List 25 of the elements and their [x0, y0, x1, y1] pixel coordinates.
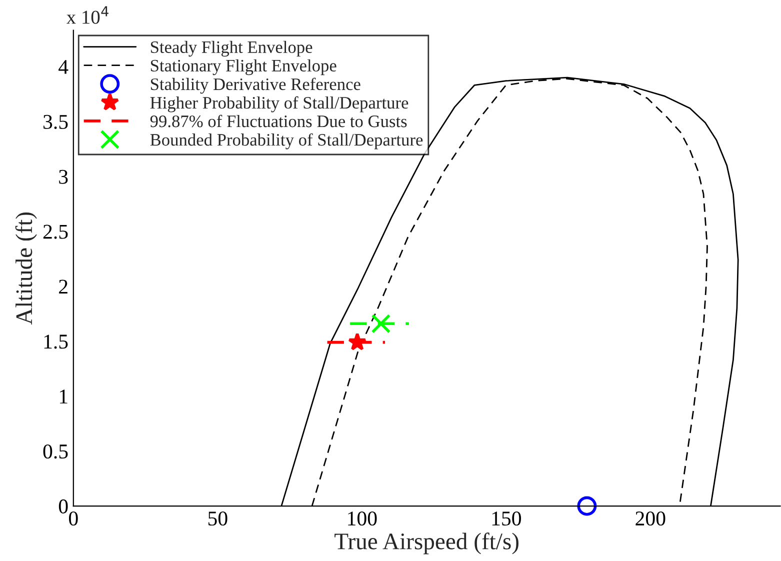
y-tick-label: 1.5	[44, 334, 68, 349]
y-tick-label: 0.5	[43, 444, 68, 459]
y-tick-label: 1	[60, 390, 68, 404]
x-axis-title: True Airspeed (ft/s)	[334, 532, 518, 554]
y-tick-label: 0	[58, 499, 68, 514]
y-axis-title: Altitude (ft)	[15, 212, 37, 325]
legend-label: 99.87% of Fluctuations Due to Gusts	[150, 114, 407, 128]
x-tick-label: 0	[69, 511, 78, 526]
y-tick-label: 4	[58, 60, 68, 74]
point	[371, 314, 391, 334]
y-tick-label: 3.5	[44, 114, 68, 130]
y-tick-label: 2.5	[43, 224, 68, 239]
x-tick-label: 200	[636, 511, 666, 526]
legend-label: Stationary Flight Envelope	[150, 59, 336, 76]
y-tick-label: 2	[59, 280, 68, 294]
y-tick-label: 3	[59, 170, 68, 184]
legend-label: Stability Derivative Reference	[150, 78, 360, 94]
legend-label: Steady Flight Envelope	[150, 40, 312, 57]
text: x 10$^{4}$	[66, 6, 108, 24]
x-tick-label: 150	[492, 511, 521, 526]
x-tick-label: 50	[208, 511, 228, 526]
legend-label: Bounded Probability of Stall/Departure	[150, 133, 423, 150]
point	[577, 496, 597, 516]
legend-label: Higher Probability of Stall/Departure	[150, 96, 408, 112]
x-tick-label: 100	[348, 511, 377, 526]
